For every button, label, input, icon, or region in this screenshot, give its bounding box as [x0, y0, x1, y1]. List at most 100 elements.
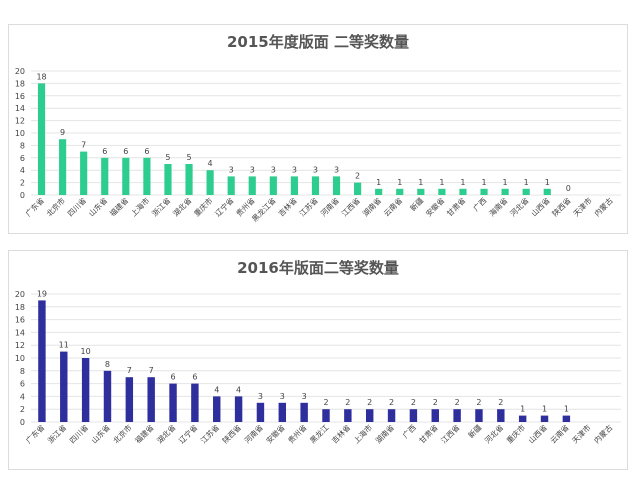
chart-2015-x-tick-label: 辽宁省 [213, 195, 236, 218]
chart-2016-x-tick-label: 河南省 [242, 422, 265, 445]
chart-2016-bar [322, 409, 330, 422]
chart-2015-y-tick-label: 20 [15, 67, 25, 76]
chart-2015-y-tick-label: 4 [20, 166, 25, 175]
chart-2015-x-tick-label: 浙江省 [149, 195, 172, 218]
chart-2016-data-label: 2 [411, 398, 416, 407]
chart-2015-x-tick-label: 河南省 [318, 195, 341, 218]
chart-2016-y-tick-label: 14 [15, 328, 25, 337]
chart-2016-data-label: 7 [127, 366, 132, 375]
chart-2016-y-tick-label: 18 [15, 303, 25, 312]
chart-2015-data-label: 1 [376, 178, 381, 187]
chart-2015-data-label: 1 [460, 178, 465, 187]
chart-2016-data-label: 11 [59, 341, 69, 350]
chart-2016-x-tick-label: 湖南省 [373, 422, 396, 445]
chart-panel-2015: 2015年度版面 二等奖数量 0 2 4 6 8 10 12 14 16 18 20 18 广东省 9 北京… [8, 24, 628, 234]
chart-2015-x-tick-label: 新疆 [408, 195, 426, 213]
chart-2015-x-tick-label: 内蒙古 [592, 195, 615, 218]
chart-2015-bar [396, 188, 404, 195]
chart-2016-bar [497, 409, 505, 422]
chart-2015-bar [522, 188, 530, 195]
chart-2015-bar [290, 176, 298, 195]
chart-2015-x-tick-label: 天津市 [571, 195, 594, 218]
chart-2015-x-tick-label: 甘肃省 [444, 195, 467, 218]
chart-2015-data-label: 18 [36, 72, 46, 81]
chart-2015-data-label: 7 [81, 141, 86, 150]
chart-2015-bar [80, 151, 88, 195]
chart-2015-bar [101, 157, 109, 195]
chart-2016-bar [562, 415, 571, 422]
chart-2016-bar [300, 402, 308, 422]
chart-2016-x-tick-label: 湖北省 [154, 422, 177, 445]
chart-2015-data-label: 1 [397, 178, 402, 187]
bar-chart-2015: 0246810121416182018广东省9北京市7四川省6山东省6福建省6上… [15, 67, 621, 224]
chart-2016-x-tick-label: 内蒙古 [592, 422, 615, 445]
chart-2016-x-tick-label: 浙江省 [45, 422, 68, 445]
chart-2015-x-tick-label: 黑龙江省 [249, 195, 278, 224]
chart-2016-data-label: 2 [345, 398, 350, 407]
chart-2016-x-tick-label: 河北省 [482, 422, 505, 445]
chart-2016-bar [234, 396, 243, 422]
chart-2015-data-label: 5 [165, 153, 170, 162]
chart-2015-bar [354, 182, 362, 195]
chart-2016-data-label: 2 [476, 398, 481, 407]
chart-2015-data-label: 6 [144, 147, 149, 156]
chart-2016-data-label: 1 [520, 405, 525, 414]
chart-2016-x-tick-label: 广西 [400, 422, 418, 440]
chart-2015-bar [185, 164, 193, 195]
chart-2016-bar [387, 409, 396, 422]
chart-2015-data-label: 9 [60, 128, 65, 137]
chart-2015-bar [122, 157, 130, 195]
chart-2015-bar [269, 176, 277, 195]
chart-2015-bar [59, 139, 67, 195]
chart-2015-y-tick-label: 16 [15, 92, 25, 101]
chart-2015-data-label: 2 [355, 172, 360, 181]
chart-2016-y-tick-label: 20 [15, 290, 25, 299]
chart-2016-data-label: 10 [81, 347, 91, 356]
chart-2015-x-tick-label: 重庆市 [192, 195, 215, 218]
chart-2015-x-tick-label: 北京市 [44, 195, 67, 218]
chart-2016-bar [278, 402, 287, 422]
chart-2015-x-tick-label: 湖南省 [360, 195, 383, 218]
chart-2015-data-label: 3 [271, 165, 276, 174]
chart-2015-y-tick-label: 8 [20, 141, 25, 150]
chart-2016-data-label: 2 [367, 398, 372, 407]
chart-2015-bar [459, 188, 467, 195]
chart-2015-bar [206, 170, 214, 195]
chart-2016-y-tick-label: 0 [20, 418, 25, 427]
chart-2015-bar [438, 188, 446, 195]
chart-2016-x-tick-label: 山西省 [526, 422, 549, 445]
chart-2015-x-tick-label: 福建省 [107, 195, 130, 218]
chart-title-2016: 2016年版面二等奖数量 [237, 259, 399, 277]
chart-2016-data-label: 1 [564, 405, 569, 414]
chart-2015-bar [543, 188, 551, 195]
chart-2016-x-tick-label: 天津市 [570, 422, 593, 445]
chart-2015-data-label: 3 [292, 165, 297, 174]
chart-2016-bar [344, 409, 352, 422]
chart-2016-x-tick-label: 贵州省 [286, 422, 309, 445]
chart-2016-x-tick-label: 广东省 [23, 422, 46, 445]
chart-2016-bar [518, 415, 527, 422]
chart-2015-data-label: 3 [250, 165, 255, 174]
chart-2016-bar [213, 396, 221, 422]
chart-2016-data-label: 4 [236, 385, 241, 394]
chart-2015-data-label: 3 [334, 165, 339, 174]
chart-2015-y-tick-label: 0 [20, 191, 25, 200]
chart-2016-y-tick-label: 8 [20, 367, 25, 376]
chart-2016-data-label: 8 [105, 360, 110, 369]
chart-2015-bar [37, 83, 46, 195]
chart-2016-bar [431, 409, 439, 422]
chart-2016-x-tick-label: 安徽省 [264, 422, 287, 445]
chart-2015-x-tick-label: 河北省 [508, 195, 531, 218]
chart-2015-data-label: 4 [208, 159, 213, 168]
chart-2015-data-label: 1 [481, 178, 486, 187]
chart-2016-data-label: 19 [37, 289, 47, 298]
chart-2016-bar [81, 358, 90, 422]
chart-2016-data-label: 3 [302, 392, 307, 401]
chart-2016-x-tick-label: 江西省 [439, 422, 462, 445]
chart-2015-bar [417, 188, 425, 195]
chart-2016-bar [365, 409, 374, 422]
chart-2015-data-label: 0 [566, 184, 571, 193]
chart-2016-x-tick-label: 重庆市 [504, 422, 527, 445]
chart-2016-data-label: 2 [498, 398, 503, 407]
